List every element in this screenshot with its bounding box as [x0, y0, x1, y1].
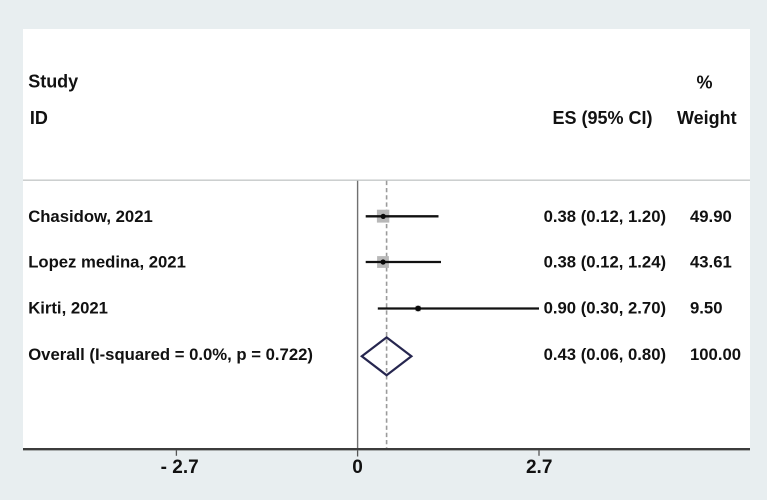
- svg-text:100.00: 100.00: [690, 345, 741, 364]
- svg-text:0.90 (0.30, 2.70): 0.90 (0.30, 2.70): [544, 299, 666, 318]
- svg-text:Kirti, 2021: Kirti, 2021: [28, 299, 108, 318]
- svg-text:Weight: Weight: [677, 108, 737, 128]
- svg-text:2.7: 2.7: [526, 457, 552, 478]
- svg-text:- 2.7: - 2.7: [161, 457, 199, 478]
- svg-text:Study: Study: [28, 72, 78, 92]
- svg-text:0.38 (0.12, 1.24): 0.38 (0.12, 1.24): [544, 253, 666, 272]
- svg-text:49.90: 49.90: [690, 207, 732, 226]
- svg-text:Overall (I-squared = 0.0%, p: Overall (I-squared = 0.0%, p = 0.722): [28, 345, 313, 364]
- svg-text:ID: ID: [30, 108, 48, 128]
- svg-text:Lopez medina, 2021: Lopez medina, 2021: [28, 253, 186, 272]
- svg-text:0.43 (0.06, 0.80): 0.43 (0.06, 0.80): [544, 345, 666, 364]
- svg-text:0: 0: [352, 457, 363, 478]
- svg-text:ES (95% CI): ES (95% CI): [552, 108, 652, 128]
- svg-text:0.38 (0.12, 1.20): 0.38 (0.12, 1.20): [544, 207, 666, 226]
- svg-text:Chasidow, 2021: Chasidow, 2021: [28, 207, 153, 226]
- svg-text:9.50: 9.50: [690, 299, 722, 318]
- svg-text:%: %: [696, 73, 712, 93]
- svg-text:43.61: 43.61: [690, 253, 732, 272]
